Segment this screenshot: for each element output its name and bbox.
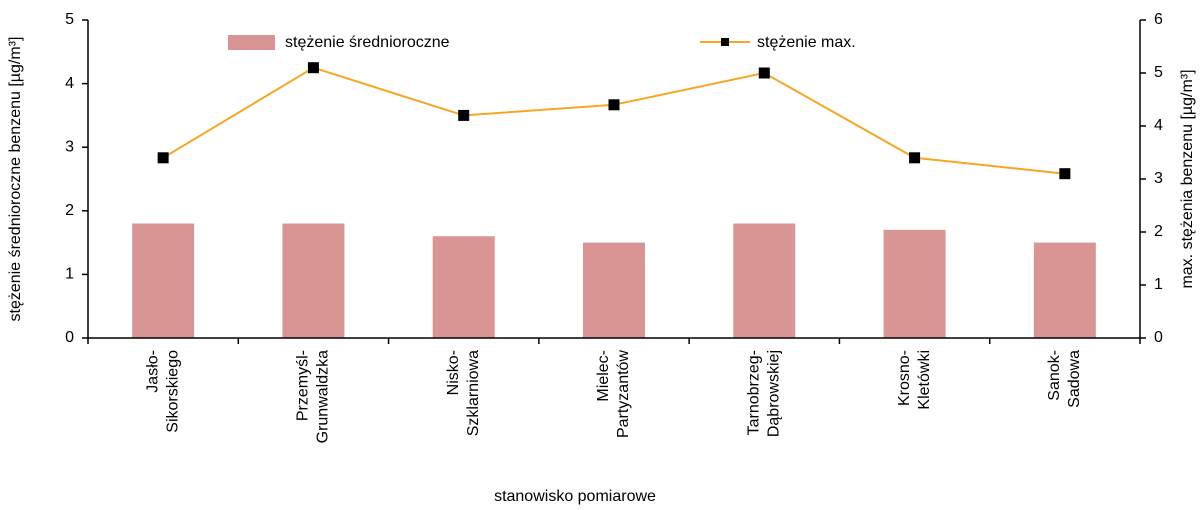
y-tick-label: 4 — [65, 75, 74, 92]
bar — [733, 223, 796, 338]
bar — [432, 236, 495, 338]
x-tick-label: Grunwaldzka — [315, 350, 332, 443]
legend-marker — [721, 38, 729, 46]
line — [162, 66, 1065, 175]
marker — [307, 62, 319, 74]
marker — [758, 67, 770, 79]
bar — [883, 229, 946, 338]
x-tick-label: Kletówki — [916, 350, 933, 410]
x-tick-label: Krosno- — [896, 350, 913, 406]
y2-tick-label: 3 — [1154, 170, 1163, 187]
marker — [458, 109, 470, 121]
y-axis-title: stężenie średnioroczne benzenu [µg/m³] — [7, 37, 24, 322]
x-tick-label: Mielec- — [595, 350, 612, 402]
x-tick-label: Dąbrowskiej — [766, 350, 783, 437]
y-tick-label: 3 — [65, 138, 74, 155]
marker — [157, 152, 169, 164]
y2-tick-label: 6 — [1154, 11, 1163, 28]
marker — [1059, 168, 1071, 180]
legend-label: stężenie średnioroczne — [285, 34, 450, 51]
x-tick-label: Sikorskiego — [164, 350, 181, 433]
x-tick-label: Nisko- — [445, 350, 462, 395]
y2-axis-title: max. stężenia benzenu [µg/m³] — [1179, 69, 1196, 288]
x-tick-label: Tarnobrzeg- — [746, 350, 763, 435]
bar — [282, 223, 345, 338]
legend-label: stężenie max. — [757, 34, 856, 51]
x-tick-label: Jasło- — [144, 350, 161, 393]
x-tick-label: Sadowa — [1066, 350, 1083, 408]
x-axis-title: stanowisko pomiarowe — [494, 488, 656, 505]
y2-tick-label: 4 — [1154, 117, 1163, 134]
x-tick-label: Szklarniowa — [465, 350, 482, 436]
y2-tick-label: 5 — [1154, 64, 1163, 81]
y-tick-label: 1 — [65, 266, 74, 283]
marker — [608, 99, 620, 111]
y2-tick-label: 2 — [1154, 223, 1163, 240]
bar — [132, 223, 195, 338]
x-tick-label: Przemyśl- — [295, 350, 312, 421]
y2-tick-label: 0 — [1154, 329, 1163, 346]
x-tick-label: Partyzantów — [615, 350, 632, 438]
bar — [583, 242, 645, 338]
y2-tick-label: 1 — [1154, 276, 1163, 293]
y-tick-label: 0 — [65, 329, 74, 346]
bar — [1033, 242, 1096, 338]
legend-swatch — [228, 35, 275, 50]
marker — [909, 152, 921, 164]
y-tick-label: 2 — [65, 202, 74, 219]
x-tick-label: Sanok- — [1046, 350, 1063, 401]
y-tick-label: 5 — [65, 11, 74, 28]
